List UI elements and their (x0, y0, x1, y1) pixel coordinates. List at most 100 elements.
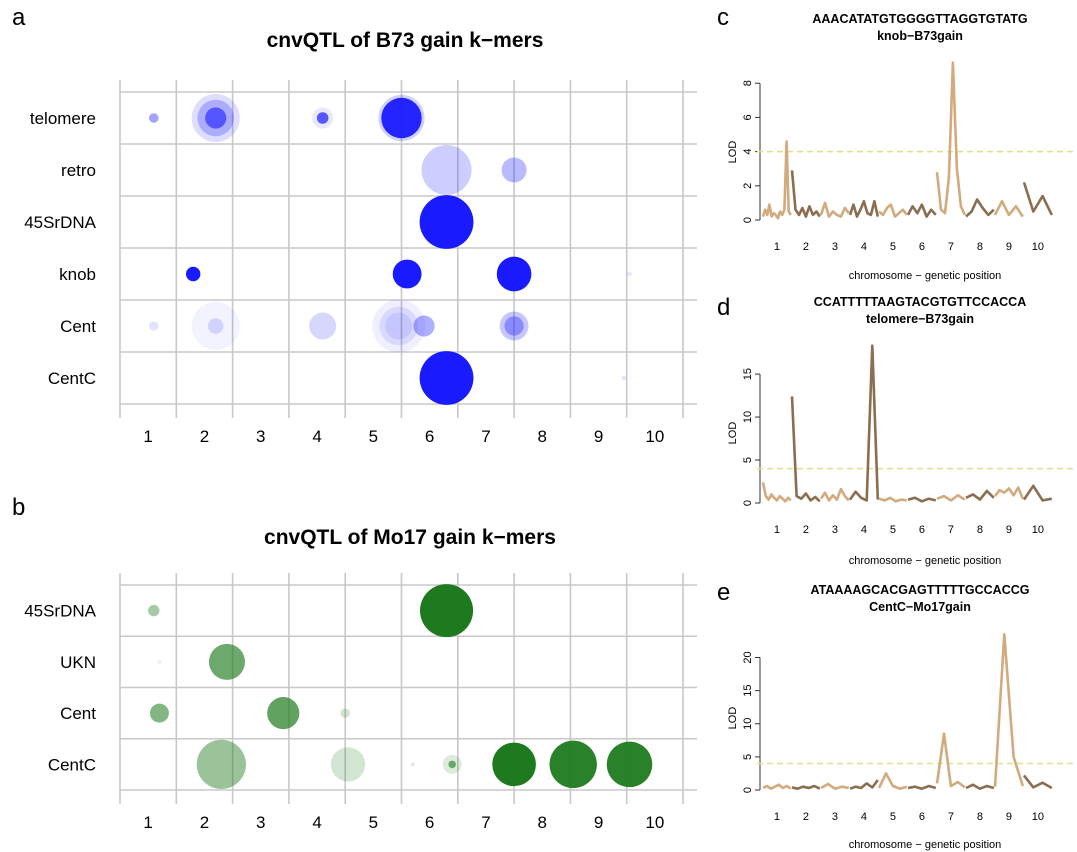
chromosome-label: 2 (803, 241, 809, 253)
bubble (372, 299, 426, 353)
bubble (448, 760, 456, 769)
lod-line-chr2 (790, 396, 821, 503)
y-tick-label: 15 (742, 685, 754, 697)
bubble (627, 271, 632, 277)
bubble (191, 301, 240, 351)
tick-label: 6 (425, 427, 434, 446)
tick-label: 10 (645, 427, 664, 446)
row-label: CentC (48, 755, 96, 774)
y-tick-label: 0 (742, 217, 754, 223)
chart-c-ylabel: LOD (727, 141, 739, 164)
row-label: retro (61, 161, 96, 180)
bubble (157, 659, 162, 664)
chromosome-label: 1 (774, 811, 780, 823)
lod-line-chr8 (965, 198, 995, 218)
chromosome-label: 6 (919, 811, 925, 823)
bubble (340, 708, 350, 718)
y-tick-label: 8 (742, 80, 754, 86)
tick-label: 2 (200, 427, 209, 446)
y-tick-label: 2 (742, 183, 754, 189)
lod-line-chr8 (965, 783, 995, 791)
bubble (148, 113, 159, 123)
chromosome-label: 9 (1006, 811, 1012, 823)
bubble (208, 318, 224, 334)
bubble (381, 97, 422, 139)
lod-line-chr3 (819, 487, 850, 502)
lod-line-chr4 (849, 779, 879, 790)
chromosome-label: 3 (832, 241, 838, 253)
y-tick-label: 0 (742, 500, 754, 506)
panel-letter-d: d (717, 294, 730, 321)
panel-letter-a: a (12, 4, 26, 31)
bubble (410, 762, 415, 767)
bubble (413, 315, 435, 337)
tick-label: 1 (143, 427, 152, 446)
bubble (492, 742, 536, 787)
lod-line-chr3 (820, 782, 850, 791)
lod-line-chr8 (965, 489, 995, 501)
lod-line-chr2 (790, 170, 821, 218)
bubble (149, 703, 169, 723)
row-label: 45SrDNA (24, 602, 96, 621)
lod-line-chr4 (848, 344, 880, 502)
bubble (392, 259, 422, 289)
chromosome-label: 7 (948, 241, 954, 253)
tick-label: 7 (481, 813, 490, 832)
bubble (621, 376, 626, 380)
y-tick-label: 5 (742, 754, 754, 760)
panel-letter-c: c (717, 4, 729, 31)
lod-chart-d: 0 5 10 15 1 2 3 4 5 6 7 8 9 10 (742, 344, 1075, 536)
lod-line-chr9 (993, 486, 1025, 500)
chromosome-label: 5 (890, 241, 896, 253)
bubble (419, 195, 474, 249)
tick-label: 8 (538, 813, 547, 832)
chromosome-label: 2 (803, 524, 809, 536)
chromosome-label: 4 (861, 524, 867, 536)
bubble (549, 740, 597, 789)
chromosome-label: 4 (861, 241, 867, 253)
chromosome-label: 4 (861, 811, 867, 823)
bubble (148, 604, 160, 617)
bubble (316, 112, 329, 124)
chart-c-subtitle: knob−B73gain (877, 29, 963, 43)
chromosome-label: 1 (774, 241, 780, 253)
chromosome-label: 7 (948, 524, 954, 536)
chart-c-title: AAACATATGTGGGGTTAGGTGTATG (812, 12, 1027, 26)
chromosome-label: 3 (832, 524, 838, 536)
row-label: Cent (60, 317, 96, 336)
row-label: 45SrDNA (24, 213, 96, 232)
lod-line-chr1 (761, 140, 792, 220)
tick-label: 6 (425, 813, 434, 832)
chromosome-label: 8 (977, 241, 983, 253)
lod-line-chr6 (907, 496, 937, 503)
y-tick-label: 4 (742, 149, 754, 155)
tick-label: 4 (312, 427, 321, 446)
chart-e-subtitle: CentC−Mo17gain (869, 600, 971, 614)
lod-line-chr7 (936, 493, 966, 502)
lod-line-chr6 (907, 784, 937, 791)
chromosome-label: 8 (977, 811, 983, 823)
lod-line-chr1 (761, 482, 792, 503)
chart-e-title: ATAAAAGCACGAGTTTTTGCCACCG (811, 583, 1030, 597)
bubble (385, 312, 413, 340)
lod-line-chr5 (878, 496, 907, 503)
panel-letter-e: e (717, 579, 730, 606)
chromosome-label: 10 (1032, 811, 1044, 823)
chart-d-subtitle: telomere−B73gain (866, 312, 974, 326)
row-label: UKN (60, 653, 96, 672)
bubble (496, 256, 532, 292)
tick-label: 3 (256, 427, 265, 446)
chromosome-label: 10 (1032, 524, 1044, 536)
tick-label: 4 (312, 813, 321, 832)
y-tick-label: 10 (742, 411, 754, 423)
lod-line-chr7 (935, 61, 966, 216)
chromosome-label: 8 (977, 524, 983, 536)
lod-line-chr10 (1022, 182, 1053, 216)
chart-d-title: CCATTTTTAAGTACGTGTTCCACCA (814, 295, 1026, 309)
tick-label: 5 (369, 427, 378, 446)
tick-label: 9 (594, 427, 603, 446)
lod-line-chr6 (906, 203, 937, 218)
row-label: Cent (60, 704, 96, 723)
bubble (330, 747, 366, 782)
bubble (419, 351, 474, 405)
